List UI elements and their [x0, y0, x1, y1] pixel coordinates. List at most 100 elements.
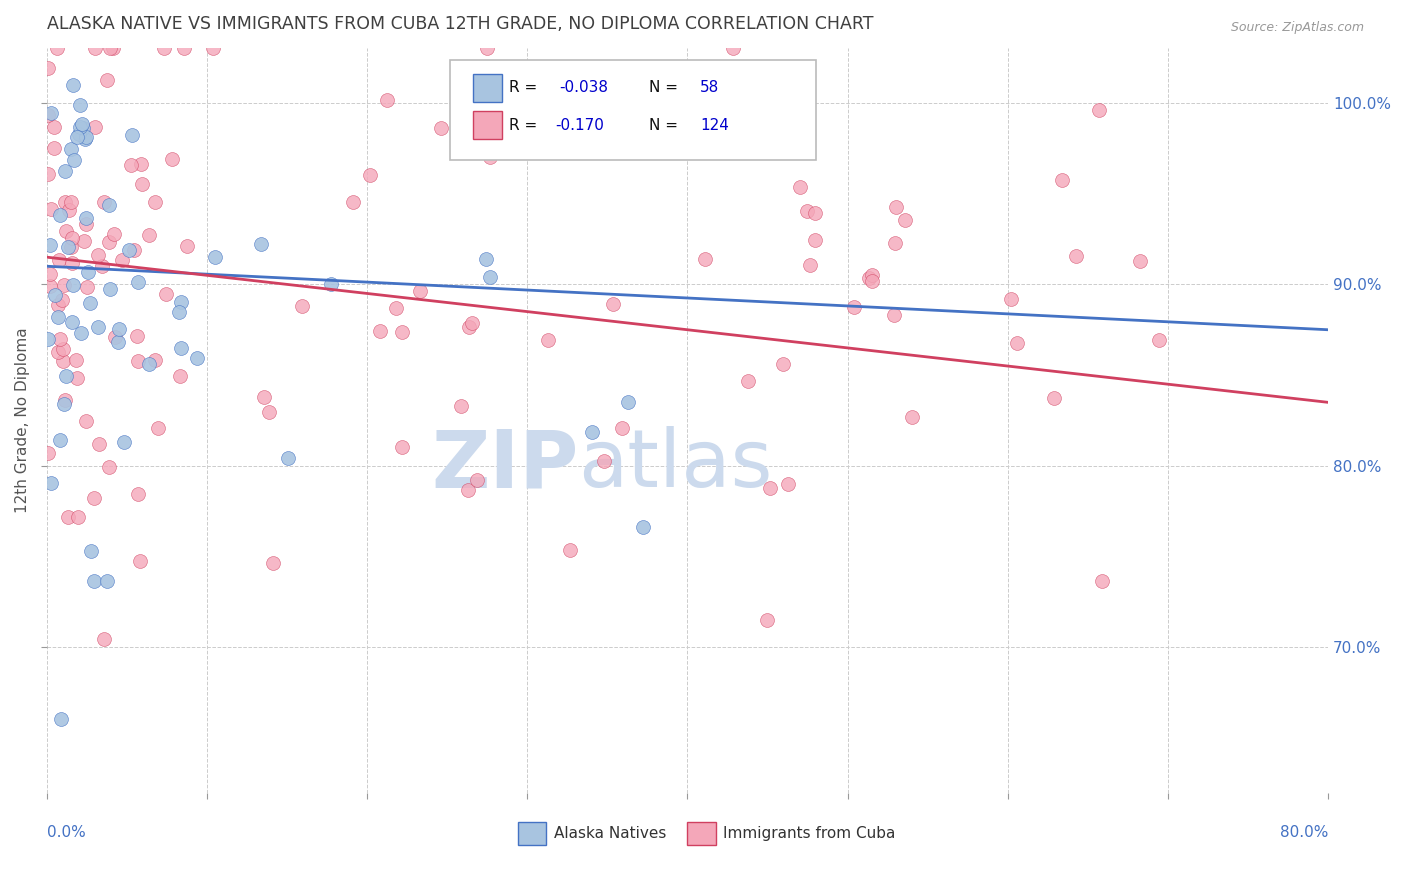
- Point: [52, 354, 75, 368]
- Point: [581, 425, 603, 439]
- Point: [70, 117, 93, 131]
- Point: [391, 440, 413, 454]
- Point: [37, 167, 59, 181]
- Point: [169, 305, 191, 319]
- Point: [901, 409, 924, 424]
- Point: [118, 244, 141, 258]
- Point: [475, 41, 498, 55]
- Point: [457, 319, 479, 334]
- Point: [59, 194, 82, 209]
- Point: [60, 315, 83, 329]
- Point: [93, 632, 115, 646]
- Point: [252, 390, 274, 404]
- Text: -0.170: -0.170: [555, 118, 605, 133]
- Text: Alaska Natives: Alaska Natives: [554, 826, 666, 841]
- Point: [478, 269, 501, 284]
- Point: [291, 299, 314, 313]
- Point: [593, 454, 616, 468]
- Text: atlas: atlas: [578, 426, 773, 504]
- Point: [342, 194, 364, 209]
- Point: [475, 252, 498, 267]
- Point: [375, 93, 398, 107]
- Bar: [474, 74, 502, 102]
- Point: [143, 352, 166, 367]
- Point: [37, 446, 59, 460]
- Point: [153, 41, 176, 55]
- Point: [87, 248, 110, 262]
- Point: [391, 325, 413, 339]
- Point: [799, 258, 821, 272]
- Point: [465, 473, 488, 487]
- Point: [125, 329, 148, 343]
- Point: [737, 374, 759, 388]
- Point: [46, 310, 69, 324]
- Point: [60, 256, 83, 270]
- Point: [277, 450, 299, 465]
- Point: [69, 97, 91, 112]
- Point: [75, 217, 97, 231]
- Point: [38, 278, 60, 293]
- Point: [631, 520, 654, 534]
- Point: [48, 332, 70, 346]
- Text: R =: R =: [509, 80, 543, 95]
- Point: [83, 120, 105, 134]
- Point: [143, 194, 166, 209]
- Point: [89, 437, 111, 451]
- Point: [759, 481, 782, 495]
- Point: [772, 357, 794, 371]
- Point: [73, 131, 96, 145]
- Point: [60, 230, 83, 244]
- Point: [359, 168, 381, 182]
- Point: [83, 41, 105, 55]
- Point: [1088, 103, 1111, 117]
- Point: [122, 243, 145, 257]
- Text: -0.038: -0.038: [560, 80, 609, 95]
- Point: [478, 150, 501, 164]
- Point: [53, 164, 76, 178]
- Bar: [519, 822, 547, 846]
- Point: [55, 224, 77, 238]
- Point: [39, 476, 62, 491]
- Point: [62, 153, 84, 167]
- Point: [39, 202, 62, 216]
- Point: [173, 41, 195, 55]
- Point: [93, 194, 115, 209]
- Point: [1005, 335, 1028, 350]
- Point: [37, 331, 59, 345]
- Point: [46, 345, 69, 359]
- Point: [56, 240, 79, 254]
- Point: [527, 60, 550, 74]
- Point: [60, 142, 83, 156]
- Point: [62, 78, 84, 92]
- Point: [97, 460, 120, 475]
- Point: [65, 129, 87, 144]
- Point: [49, 434, 72, 448]
- Point: [131, 177, 153, 191]
- Point: [860, 268, 883, 283]
- Point: [481, 120, 503, 134]
- Point: [98, 41, 121, 55]
- Point: [48, 253, 70, 268]
- Point: [204, 250, 226, 264]
- Point: [46, 298, 69, 312]
- Text: ZIP: ZIP: [432, 426, 578, 504]
- Bar: [688, 822, 716, 846]
- Point: [80, 544, 103, 558]
- Point: [558, 543, 581, 558]
- Point: [160, 152, 183, 166]
- Text: Source: ZipAtlas.com: Source: ZipAtlas.com: [1230, 21, 1364, 34]
- Point: [884, 236, 907, 251]
- Point: [46, 41, 69, 55]
- Point: [429, 121, 451, 136]
- Point: [107, 322, 129, 336]
- Point: [103, 41, 125, 55]
- Point: [138, 227, 160, 242]
- Point: [60, 240, 83, 254]
- Bar: [474, 111, 502, 139]
- Point: [617, 395, 640, 409]
- Point: [1128, 254, 1150, 268]
- Point: [756, 614, 779, 628]
- Point: [537, 333, 560, 347]
- Point: [860, 274, 883, 288]
- Point: [450, 399, 472, 413]
